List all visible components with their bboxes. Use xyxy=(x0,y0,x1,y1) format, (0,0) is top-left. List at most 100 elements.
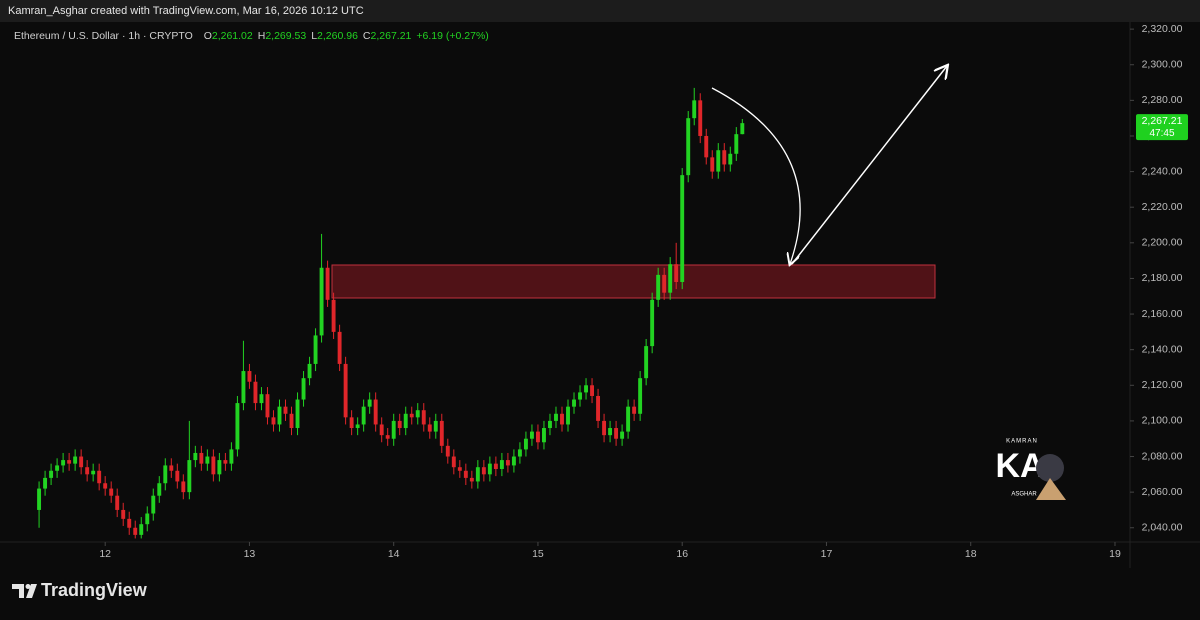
candle-body xyxy=(535,431,540,443)
x-tick-label: 19 xyxy=(1109,548,1121,560)
candle-body xyxy=(223,460,228,464)
candle-body xyxy=(608,428,613,436)
candle-body xyxy=(373,399,378,425)
candle-body xyxy=(127,518,132,528)
candle-body xyxy=(457,467,462,471)
candle-body xyxy=(674,264,679,282)
candle-body xyxy=(259,394,264,404)
candle-body xyxy=(139,524,144,535)
symbol: Ethereum / U.S. Dollar · 1h · CRYPTO xyxy=(14,30,193,42)
brand-logo-dot xyxy=(25,584,31,589)
candle-body xyxy=(397,420,402,429)
candle-body xyxy=(481,467,486,475)
candle-body xyxy=(169,465,174,471)
watermark: KAMRAN KA ASGHAR xyxy=(995,439,1066,500)
y-tick-label: 2,320.00 xyxy=(1142,23,1183,35)
target-arrow xyxy=(791,66,947,265)
candle-body xyxy=(247,371,252,382)
candle-body xyxy=(554,413,558,421)
candle-body xyxy=(572,399,576,407)
candle-body xyxy=(115,495,120,510)
candles xyxy=(37,87,745,539)
candle-body xyxy=(295,399,300,429)
x-tick-label: 16 xyxy=(676,548,688,560)
candle-body xyxy=(734,134,739,154)
candle-body xyxy=(343,363,348,418)
candle-body xyxy=(379,424,384,436)
candle-body xyxy=(403,413,408,429)
candle-body xyxy=(61,460,66,466)
candle-body xyxy=(445,445,450,457)
candle-body xyxy=(163,465,168,484)
candle-body xyxy=(451,456,456,468)
quote-value: 2,267.21 xyxy=(371,30,412,42)
candle-body xyxy=(596,395,601,421)
y-tick-label: 2,060.00 xyxy=(1142,486,1183,498)
candle-body xyxy=(698,100,703,136)
price-tag-countdown: 47:45 xyxy=(1149,128,1174,139)
quote-value: 2,260.96 xyxy=(317,30,358,42)
y-tick-label: 2,160.00 xyxy=(1142,308,1183,320)
candle-body xyxy=(728,153,733,165)
candle-body xyxy=(650,299,655,347)
candle-body xyxy=(542,428,546,443)
candle-body xyxy=(349,417,354,429)
candle-body xyxy=(151,495,156,514)
y-tick-label: 2,200.00 xyxy=(1142,237,1183,249)
candle-body xyxy=(241,371,246,404)
quote-label: H xyxy=(258,30,266,42)
candle-body xyxy=(199,452,204,464)
candle-body xyxy=(662,274,667,293)
candle-body xyxy=(337,331,342,364)
candle-body xyxy=(385,435,390,439)
candle-body xyxy=(253,381,258,404)
resistance-zone xyxy=(331,264,936,299)
candle-body xyxy=(415,410,420,418)
quote-label: O xyxy=(204,30,212,42)
candle-body xyxy=(475,467,480,482)
candle-body xyxy=(55,465,60,471)
avatar-body xyxy=(1036,478,1066,500)
candle-body xyxy=(49,470,54,478)
candle-body xyxy=(79,456,84,468)
candle-body xyxy=(289,413,294,429)
candle-body xyxy=(469,477,474,482)
candle-body xyxy=(523,438,528,450)
x-tick-label: 15 xyxy=(532,548,544,560)
candle-body xyxy=(638,378,643,414)
candle-body xyxy=(566,406,570,425)
candle-body xyxy=(680,175,685,282)
candle-body xyxy=(620,431,625,439)
y-tick-label: 2,080.00 xyxy=(1142,450,1183,462)
brand-logo xyxy=(12,584,37,598)
candle-body xyxy=(355,424,360,429)
candle-body xyxy=(427,424,432,432)
candle-body xyxy=(325,267,330,300)
candle-body xyxy=(505,460,510,466)
y-tick-label: 2,120.00 xyxy=(1142,379,1183,391)
candle-body xyxy=(421,410,426,425)
candle-body xyxy=(493,463,498,469)
candle-body xyxy=(181,481,186,493)
y-tick-label: 2,220.00 xyxy=(1142,201,1183,213)
top-bar-text: Kamran_Asghar created with TradingView.c… xyxy=(8,5,364,17)
y-tick-label: 2,240.00 xyxy=(1142,165,1183,177)
candle-body xyxy=(433,420,438,432)
candle-body xyxy=(271,417,276,425)
candle-body xyxy=(584,385,588,393)
watermark-top: KAMRAN xyxy=(1006,439,1038,445)
candle-body xyxy=(463,470,468,478)
quote-value: 2,269.53 xyxy=(265,30,306,42)
candle-body xyxy=(548,420,552,429)
candle-body xyxy=(644,346,649,379)
candle-body xyxy=(73,456,78,464)
candle-body xyxy=(614,428,619,439)
candle-body xyxy=(692,100,697,119)
candle-body xyxy=(716,150,721,172)
legend-header: Ethereum / U.S. Dollar · 1h · CRYPTO O 2,… xyxy=(14,30,489,42)
x-tick-label: 18 xyxy=(965,548,977,560)
candle-body xyxy=(157,483,162,496)
candle-body xyxy=(740,123,745,135)
